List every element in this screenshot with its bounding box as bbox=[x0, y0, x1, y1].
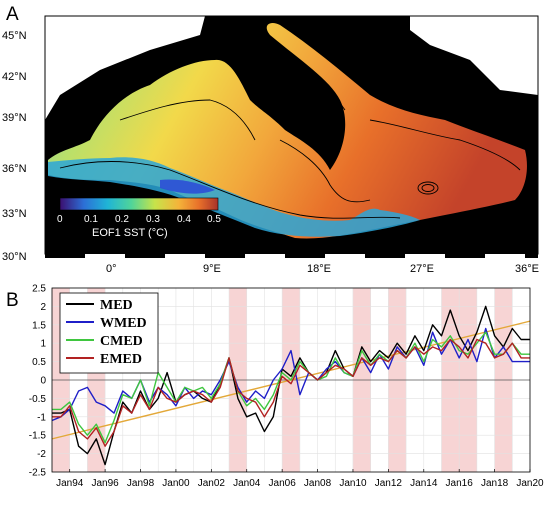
colorbar-tick: 0.1 bbox=[84, 214, 98, 225]
legend-label: MED bbox=[100, 298, 133, 313]
x-tick-label: Jan08 bbox=[304, 478, 332, 489]
series-lines bbox=[51, 305, 530, 466]
contour-lines bbox=[59, 59, 521, 219]
x-tick-label: Jan12 bbox=[375, 478, 403, 489]
colorbar: 0 0.1 0.2 0.3 0.4 0.5 EOF1 SST (°C) bbox=[57, 197, 221, 239]
x-tick-label: Jan96 bbox=[91, 478, 119, 489]
y-tick-label: -0.5 bbox=[29, 394, 47, 405]
colorbar-tick: 0.3 bbox=[146, 214, 160, 225]
explained-variance-annotation: Exp Variance 68.5% bbox=[318, 41, 426, 55]
legend-label: WMED bbox=[100, 316, 147, 331]
x-tick-label: Jan94 bbox=[56, 478, 84, 489]
y-tick-label: 1 bbox=[40, 339, 46, 350]
lat-tick-label: 30°N bbox=[2, 251, 27, 263]
y-tick-label: -1 bbox=[37, 412, 46, 423]
lat-tick-label: 42°N bbox=[2, 71, 27, 83]
legend: MED WMED CMED EMED bbox=[59, 292, 159, 374]
lon-tick-label: 27°E bbox=[410, 263, 434, 275]
x-tick-label: Jan18 bbox=[481, 478, 509, 489]
colorbar-tick: 0.2 bbox=[115, 214, 129, 225]
y-tick-label: -2.5 bbox=[29, 468, 47, 479]
y-tick-label: 2 bbox=[40, 302, 46, 313]
y-tick-label: 1.5 bbox=[32, 320, 46, 331]
y-tick-label: -2 bbox=[37, 449, 46, 460]
lat-tick-label: 36°N bbox=[2, 163, 27, 175]
x-tick-label: Jan00 bbox=[162, 478, 190, 489]
panel-b-letter: B bbox=[6, 290, 19, 311]
lat-tick-label: 33°N bbox=[2, 208, 27, 220]
colorbar-tick: 0 bbox=[57, 214, 63, 225]
colorbar-label: EOF1 SST (°C) bbox=[92, 227, 168, 239]
x-axis-ticks: Jan94 Jan96 Jan98 Jan00 Jan02 Jan04 Jan06 Jan08… bbox=[56, 469, 544, 489]
x-tick-label: Jan06 bbox=[269, 478, 297, 489]
cool-sea-region bbox=[48, 157, 420, 237]
colorbar-tick: 0.4 bbox=[177, 214, 191, 225]
x-tick-label: Jan14 bbox=[410, 478, 438, 489]
series-line-emed bbox=[52, 338, 530, 447]
latitude-ticks: 45°N 42°N 39°N 36°N 33°N 30°N bbox=[2, 30, 27, 263]
lon-tick-label: 0° bbox=[106, 263, 117, 275]
eof-map-panel: A Exp Variance 68.5% bbox=[2, 4, 539, 275]
plot-frame bbox=[51, 287, 531, 473]
x-tick-label: Jan04 bbox=[233, 478, 261, 489]
lat-tick-label: 39°N bbox=[2, 112, 27, 124]
y-tick-label: -1.5 bbox=[29, 431, 47, 442]
panel-a-letter: A bbox=[6, 4, 19, 25]
colorbar-gradient bbox=[59, 197, 219, 211]
colorbar-tick: 0.5 bbox=[207, 214, 221, 225]
legend-label: EMED bbox=[100, 352, 142, 367]
map-border-ticks bbox=[45, 254, 538, 258]
lat-tick-label: 45°N bbox=[2, 30, 27, 42]
longitude-ticks: 0° 9°E 18°E 27°E 36°E bbox=[106, 263, 539, 275]
legend-label: CMED bbox=[100, 334, 143, 349]
x-tick-label: Jan16 bbox=[446, 478, 474, 489]
atlantic-sea-patch bbox=[45, 16, 205, 120]
black-sea-patch bbox=[410, 16, 538, 95]
lon-tick-label: 9°E bbox=[203, 263, 221, 275]
x-tick-label: Jan10 bbox=[339, 478, 367, 489]
x-tick-label: Jan20 bbox=[516, 478, 544, 489]
lon-tick-label: 18°E bbox=[307, 263, 331, 275]
series-line-cmed bbox=[52, 331, 530, 444]
y-axis-ticks: 2.5 2 1.5 1 0.5 0 -0.5 -1 -1.5 -2 -2.5 bbox=[29, 284, 47, 479]
x-tick-label: Jan98 bbox=[127, 478, 155, 489]
legend-box bbox=[59, 292, 159, 374]
lon-tick-label: 36°E bbox=[515, 263, 539, 275]
map-frame bbox=[44, 15, 539, 255]
y-tick-label: 2.5 bbox=[32, 284, 46, 295]
y-tick-label: 0 bbox=[40, 376, 46, 387]
time-series-panel: B 2.521.510.50-0.5-1-1.5-2-2.5 Jan94 Jan9… bbox=[6, 284, 544, 490]
x-tick-label: Jan02 bbox=[198, 478, 226, 489]
lowest-value-core bbox=[160, 179, 215, 194]
y-tick-label: 0.5 bbox=[32, 357, 46, 368]
